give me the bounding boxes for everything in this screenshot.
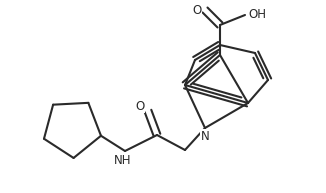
Text: NH: NH [114, 155, 132, 168]
Text: N: N [200, 130, 209, 142]
Text: O: O [135, 100, 145, 113]
Text: O: O [192, 3, 201, 16]
Text: OH: OH [248, 8, 266, 21]
